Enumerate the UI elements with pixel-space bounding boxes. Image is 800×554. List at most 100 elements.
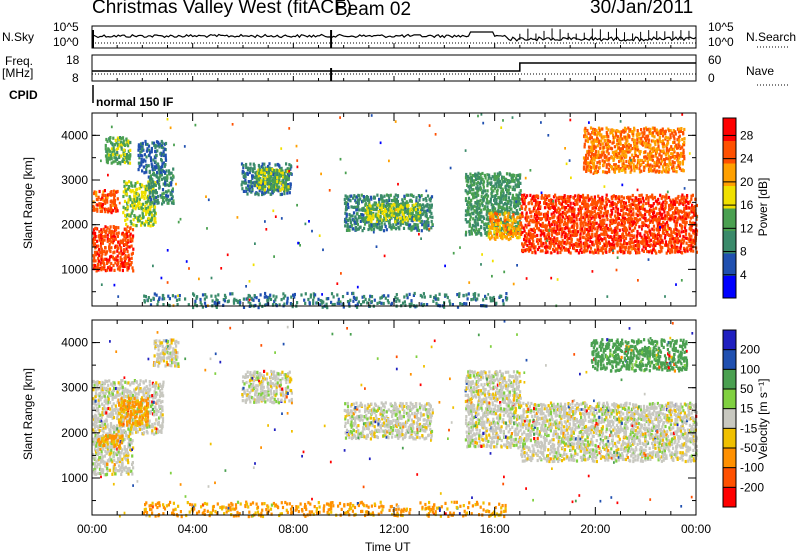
power-cell bbox=[544, 250, 547, 255]
power-cell bbox=[364, 208, 367, 213]
power-cell bbox=[110, 154, 113, 158]
power-cell bbox=[147, 211, 150, 215]
power-cell bbox=[115, 207, 118, 211]
power-cell bbox=[577, 251, 580, 255]
power-cell bbox=[665, 201, 668, 205]
power-cell bbox=[538, 201, 541, 205]
power-cell bbox=[262, 182, 265, 186]
power-cell bbox=[620, 199, 624, 203]
power-cell bbox=[652, 207, 655, 211]
power-cell bbox=[559, 221, 562, 225]
power-cell bbox=[510, 176, 513, 180]
power-cell bbox=[579, 248, 582, 252]
power-cell bbox=[596, 169, 600, 174]
power-cell bbox=[388, 213, 391, 217]
power-cell bbox=[142, 190, 145, 195]
power-cell bbox=[93, 234, 96, 238]
power-cell bbox=[250, 190, 253, 194]
power-cell bbox=[139, 182, 142, 187]
power-cell bbox=[647, 224, 650, 228]
power-cell bbox=[634, 154, 638, 158]
power-cell bbox=[590, 195, 593, 199]
power-cell bbox=[561, 229, 564, 233]
power-cell bbox=[397, 225, 400, 229]
freq-unit-label: [MHz] bbox=[2, 66, 34, 80]
power-cell bbox=[352, 227, 355, 231]
power-cell bbox=[469, 184, 472, 188]
power-cell bbox=[135, 216, 139, 220]
power-cell bbox=[690, 197, 693, 201]
power-cell bbox=[510, 232, 513, 236]
power-cell bbox=[622, 196, 625, 200]
power-cell bbox=[616, 207, 620, 211]
power-cell bbox=[644, 158, 647, 162]
power-cell bbox=[381, 202, 384, 207]
power-cell bbox=[550, 222, 553, 226]
power-cell bbox=[522, 226, 525, 230]
power-cell bbox=[140, 160, 143, 164]
power-cell bbox=[286, 169, 289, 173]
power-cell bbox=[584, 156, 587, 160]
power-cell bbox=[565, 242, 568, 246]
power-cell bbox=[536, 215, 539, 219]
cpid-value: normal 150 IF bbox=[96, 95, 174, 109]
power-cell bbox=[99, 239, 102, 243]
power-cell bbox=[562, 198, 565, 202]
power-cell bbox=[521, 195, 524, 199]
power-cell bbox=[136, 180, 139, 184]
power-cell bbox=[544, 237, 547, 241]
power-cell bbox=[467, 200, 470, 205]
power-cell bbox=[489, 231, 492, 235]
power-cell bbox=[667, 164, 670, 168]
power-cell bbox=[573, 203, 576, 207]
power-cell bbox=[528, 207, 531, 211]
power-cell bbox=[652, 224, 656, 228]
power-cell bbox=[464, 197, 468, 201]
power-cell bbox=[108, 139, 112, 143]
power-cell bbox=[586, 202, 589, 206]
power-cell bbox=[347, 225, 350, 229]
power-cell bbox=[464, 213, 467, 217]
power-cell bbox=[633, 159, 636, 163]
power-cell bbox=[599, 237, 602, 241]
power-cell bbox=[160, 157, 163, 162]
power-cell bbox=[498, 183, 501, 187]
power-cell bbox=[106, 149, 109, 153]
power-cell bbox=[157, 165, 160, 169]
power-cell bbox=[660, 154, 663, 158]
power-cell bbox=[519, 216, 522, 220]
power-cell bbox=[674, 215, 677, 219]
power-cell bbox=[366, 196, 369, 200]
power-cell bbox=[499, 233, 502, 238]
power-cell bbox=[547, 198, 551, 203]
power-cell bbox=[267, 164, 270, 169]
power-cell bbox=[612, 129, 615, 133]
power-cell bbox=[487, 225, 491, 229]
power-cell bbox=[106, 233, 109, 237]
power-cell bbox=[382, 203, 385, 208]
power-cell bbox=[412, 206, 415, 210]
power-cell bbox=[647, 201, 650, 205]
power-cell bbox=[624, 201, 627, 205]
power-cell bbox=[615, 220, 618, 224]
power-cell bbox=[408, 211, 411, 215]
power-cell bbox=[479, 185, 482, 189]
power-cell bbox=[138, 214, 141, 218]
power-cell bbox=[149, 174, 152, 178]
power-cell bbox=[398, 216, 401, 220]
power-cell bbox=[396, 200, 399, 204]
power-cell bbox=[571, 224, 574, 228]
power-cell bbox=[168, 297, 171, 301]
power-cell bbox=[140, 163, 143, 167]
power-cell bbox=[495, 212, 498, 216]
power-cell bbox=[602, 151, 605, 155]
power-cell bbox=[487, 201, 490, 205]
power-cell bbox=[686, 249, 689, 253]
power-cell bbox=[535, 211, 538, 215]
power-cell bbox=[125, 222, 128, 226]
power-cell bbox=[589, 219, 592, 223]
power-cell bbox=[581, 227, 584, 231]
power-cell bbox=[122, 263, 126, 267]
power-cell bbox=[597, 237, 600, 241]
power-cell bbox=[629, 148, 632, 152]
